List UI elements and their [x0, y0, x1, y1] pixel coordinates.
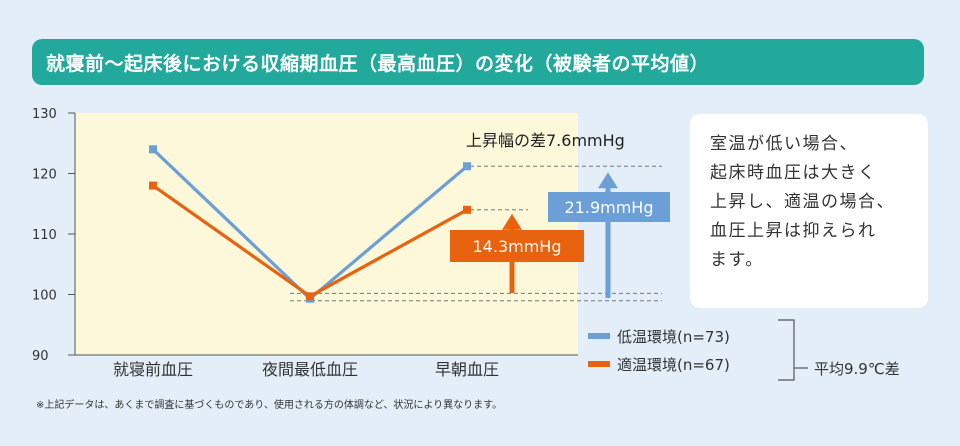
legend-bracket [778, 319, 795, 381]
diff-annotation: 上昇幅の差7.6mmHg [466, 131, 625, 150]
data-point [463, 205, 471, 214]
data-point [306, 292, 314, 301]
data-point [149, 145, 157, 154]
y-tick-label: 130 [32, 107, 57, 122]
note-line-4: 血圧上昇は抑えられ [710, 221, 877, 241]
data-point [149, 181, 157, 190]
opt-rise-label: 14.3mmHg [473, 237, 562, 256]
x-tick-label: 就寝前血圧 [113, 360, 193, 379]
note-line-2: 起床時血圧は大きく [710, 163, 877, 183]
title-bar: 就寝前～起床後における収縮期血圧（最高血圧）の変化（被験者の平均値） [32, 39, 924, 85]
x-tick-label: 夜間最低血圧 [262, 360, 358, 379]
legend-swatch [588, 361, 610, 367]
note-line-1: 室温が低い場合、 [710, 134, 858, 154]
footnote: ※上記データは、あくまで調査に基づくものであり、使用される方の体調など、状況によ… [36, 400, 503, 411]
legend-bracket-label: 平均9.9℃差 [814, 360, 900, 378]
low-rise-label-bg [548, 192, 670, 222]
y-tick-label: 110 [32, 228, 57, 243]
data-point [463, 162, 471, 171]
note-box: 室温が低い場合、 起床時血圧は大きく 上昇し、適温の場合、 血圧上昇は抑えられ … [690, 114, 928, 308]
legend-label: 適温環境(n=67) [617, 356, 730, 374]
legend-swatch [588, 333, 610, 339]
low-rise-label: 21.9mmHg [565, 198, 654, 217]
low-rise-arrow-head [598, 172, 618, 189]
y-tick-label: 100 [32, 289, 57, 304]
note-line-3: 上昇し、適温の場合、 [710, 192, 895, 212]
chart-title: 就寝前～起床後における収縮期血圧（最高血圧）の変化（被験者の平均値） [46, 52, 710, 75]
x-tick-label: 早朝血圧 [435, 360, 499, 379]
opt-rise-arrow-head [502, 213, 522, 230]
legend-label: 低温環境(n=73) [617, 328, 730, 346]
y-tick-label: 90 [32, 349, 49, 364]
y-tick-label: 120 [32, 168, 57, 183]
opt-rise-label-bg [450, 230, 584, 262]
note-line-5: ます。 [710, 250, 764, 270]
